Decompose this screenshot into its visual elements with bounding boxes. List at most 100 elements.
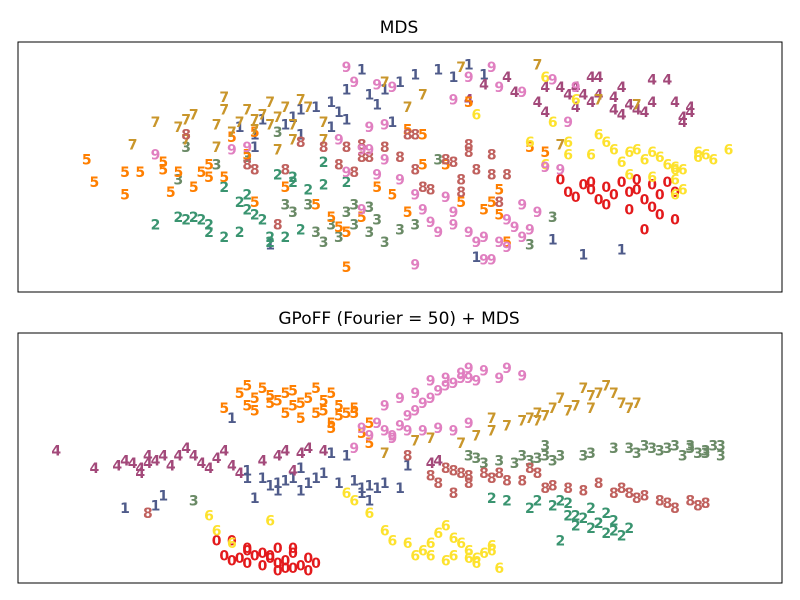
point-label-2: 2: [151, 218, 161, 234]
point-label-5: 5: [372, 180, 382, 196]
point-label-4: 4: [204, 461, 214, 477]
point-label-6: 6: [441, 554, 451, 570]
point-label-8: 8: [334, 158, 344, 174]
point-label-7: 7: [632, 396, 642, 412]
point-label-7: 7: [303, 100, 313, 116]
point-label-4: 4: [502, 70, 512, 86]
point-label-5: 5: [334, 220, 344, 236]
point-label-3: 3: [242, 150, 252, 166]
point-label-3: 3: [586, 446, 596, 462]
point-label-7: 7: [594, 93, 604, 109]
point-label-4: 4: [586, 95, 596, 111]
point-label-8: 8: [533, 466, 543, 482]
point-label-4: 4: [533, 95, 543, 111]
point-label-8: 8: [273, 218, 283, 234]
point-label-0: 0: [265, 549, 275, 565]
point-label-9: 9: [525, 223, 535, 239]
point-label-1: 1: [449, 70, 459, 86]
point-label-1: 1: [120, 501, 130, 517]
point-label-9: 9: [464, 371, 474, 387]
point-label-7: 7: [563, 404, 573, 420]
point-label-1: 1: [296, 484, 306, 500]
point-label-3: 3: [311, 225, 321, 241]
point-label-4: 4: [556, 80, 566, 96]
point-label-5: 5: [342, 260, 352, 276]
point-label-1: 1: [372, 98, 382, 114]
point-label-4: 4: [296, 446, 306, 462]
point-label-4: 4: [197, 456, 207, 472]
point-label-5: 5: [342, 406, 352, 422]
point-label-5: 5: [265, 389, 275, 405]
point-label-1: 1: [250, 140, 260, 156]
point-label-0: 0: [655, 208, 665, 224]
point-label-5: 5: [540, 145, 550, 161]
point-label-3: 3: [701, 446, 711, 462]
point-label-5: 5: [326, 416, 336, 432]
point-label-8: 8: [250, 163, 260, 179]
point-label-5: 5: [250, 404, 260, 420]
point-label-3: 3: [678, 449, 688, 465]
point-label-1: 1: [433, 63, 443, 79]
point-label-1: 1: [288, 110, 298, 126]
point-label-7: 7: [181, 133, 191, 149]
point-label-8: 8: [540, 481, 550, 497]
point-label-9: 9: [410, 404, 420, 420]
point-label-7: 7: [571, 399, 581, 415]
point-label-5: 5: [418, 158, 428, 174]
point-label-8: 8: [296, 135, 306, 151]
point-label-0: 0: [563, 185, 573, 201]
point-label-6: 6: [380, 524, 390, 540]
point-label-5: 5: [456, 195, 466, 211]
point-label-8: 8: [548, 479, 558, 495]
point-label-9: 9: [479, 364, 489, 380]
point-label-5: 5: [319, 394, 329, 410]
point-label-8: 8: [403, 128, 413, 144]
point-label-8: 8: [403, 449, 413, 465]
point-label-2: 2: [288, 170, 298, 186]
point-label-7: 7: [525, 411, 535, 427]
point-label-6: 6: [693, 145, 703, 161]
point-label-6: 6: [708, 153, 718, 169]
point-label-6: 6: [487, 544, 497, 560]
point-label-8: 8: [701, 496, 711, 512]
point-label-8: 8: [579, 484, 589, 500]
point-label-5: 5: [464, 95, 474, 111]
point-label-1: 1: [334, 105, 344, 121]
point-label-2: 2: [594, 516, 604, 532]
point-label-5: 5: [487, 195, 497, 211]
point-label-9: 9: [510, 220, 520, 236]
point-label-6: 6: [418, 544, 428, 560]
point-label-6: 6: [479, 546, 489, 562]
point-label-5: 5: [135, 165, 145, 181]
point-label-2: 2: [579, 511, 589, 527]
point-label-9: 9: [464, 361, 474, 377]
point-label-6: 6: [265, 514, 275, 530]
point-label-8: 8: [357, 138, 367, 154]
point-label-5: 5: [158, 163, 168, 179]
point-label-5: 5: [288, 384, 298, 400]
point-label-9: 9: [540, 160, 550, 176]
point-label-6: 6: [655, 150, 665, 166]
point-label-9: 9: [403, 424, 413, 440]
point-label-9: 9: [464, 70, 474, 86]
point-label-5: 5: [418, 128, 428, 144]
point-label-9: 9: [357, 203, 367, 219]
point-label-9: 9: [533, 205, 543, 221]
point-label-5: 5: [319, 404, 329, 420]
point-label-0: 0: [647, 178, 657, 194]
point-label-9: 9: [395, 419, 405, 435]
point-label-7: 7: [609, 386, 619, 402]
point-label-7: 7: [617, 396, 627, 412]
point-label-8: 8: [525, 461, 535, 477]
point-label-0: 0: [242, 544, 252, 560]
point-label-9: 9: [548, 73, 558, 89]
point-label-8: 8: [143, 506, 153, 522]
point-label-6: 6: [609, 143, 619, 159]
point-label-2: 2: [556, 534, 566, 550]
point-label-6: 6: [670, 188, 680, 204]
point-label-9: 9: [433, 225, 443, 241]
point-label-1: 1: [403, 459, 413, 475]
point-label-2: 2: [487, 491, 497, 507]
point-label-5: 5: [242, 399, 252, 415]
point-label-8: 8: [502, 168, 512, 184]
